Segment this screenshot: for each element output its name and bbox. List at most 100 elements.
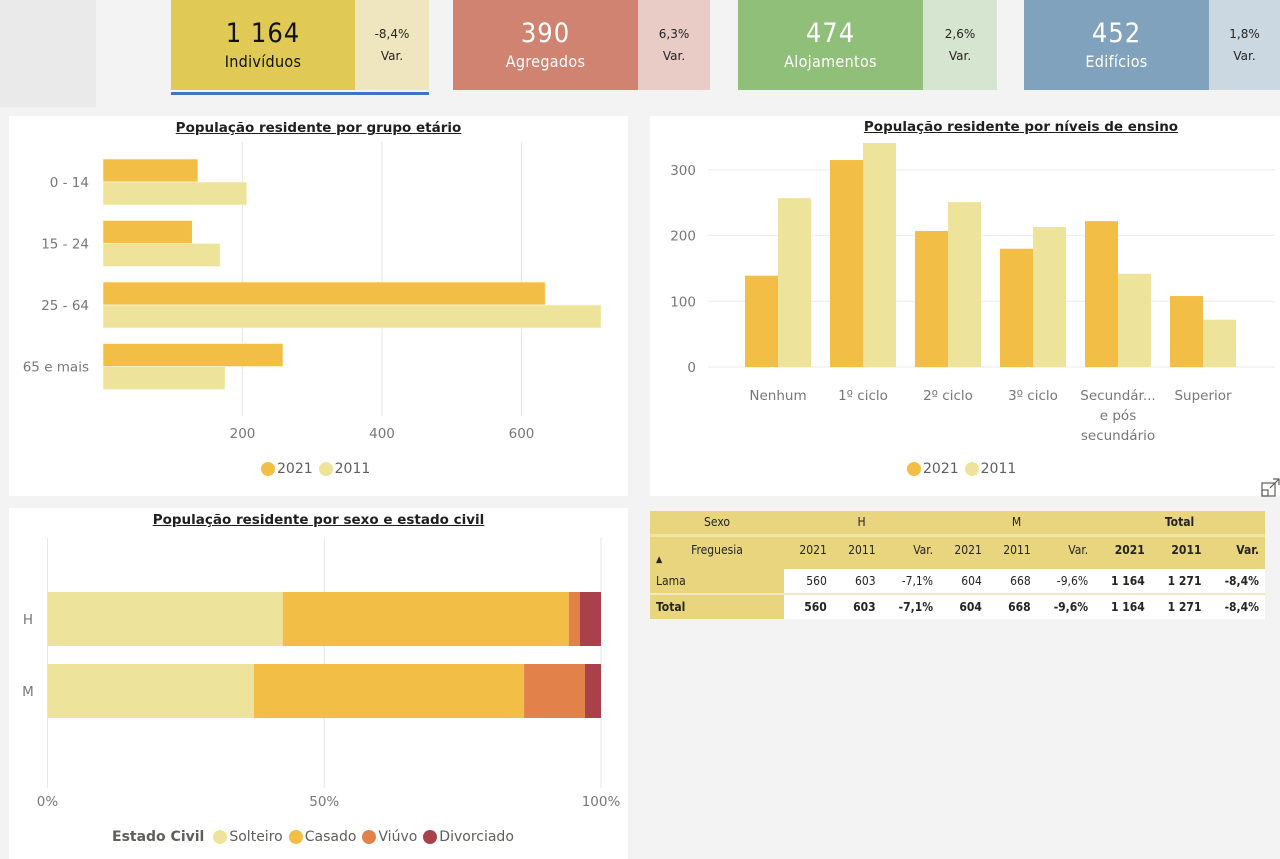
x-tick-label: 100% xyxy=(582,794,621,810)
x-tick-label: 400 xyxy=(369,426,395,442)
col-header[interactable]: Var. xyxy=(881,535,940,569)
kpi-var-pct: 2,6% xyxy=(944,27,976,41)
cell: -8,4% xyxy=(1207,593,1265,619)
legend-item-divorciado[interactable]: Divorciado xyxy=(423,829,514,845)
cell: -7,1% xyxy=(881,569,940,594)
bar-viúvo[interactable] xyxy=(568,592,580,646)
bar-2011[interactable] xyxy=(102,181,247,206)
legend-item-solteiro[interactable]: Solteiro xyxy=(213,829,283,845)
y-tick-label: 200 xyxy=(670,229,696,245)
focus-mode-icon[interactable] xyxy=(1261,478,1280,497)
kpi-var-label: Var. xyxy=(662,49,686,63)
legend-item-viuvo[interactable]: Viúvo xyxy=(362,829,417,845)
bar-2011[interactable] xyxy=(948,202,981,367)
kpi-label: Alojamentos xyxy=(784,52,877,71)
age-group-bar-chart: 200 400 600 0 - 14 15 - 24 25 - 64 65 e mais xyxy=(23,142,602,442)
chart-title: População residente por grupo etário xyxy=(175,120,462,136)
side-panel-placeholder xyxy=(0,0,96,107)
kpi-variation: -8,4% Var. xyxy=(355,0,429,90)
cell: 560 xyxy=(784,593,833,619)
cell: 1 271 xyxy=(1150,593,1208,619)
legend-title: Estado Civil xyxy=(112,829,205,845)
bar-2021[interactable] xyxy=(102,281,546,306)
bar-2021[interactable] xyxy=(102,343,284,367)
bar-viúvo[interactable] xyxy=(524,664,585,718)
bar-casado[interactable] xyxy=(282,592,569,646)
legend-label: Casado xyxy=(304,829,357,845)
bar-2011[interactable] xyxy=(102,243,221,267)
legend-item-casado[interactable]: Casado xyxy=(288,829,357,845)
bar-2011[interactable] xyxy=(1203,319,1236,367)
bar-2021[interactable] xyxy=(1085,221,1118,367)
sort-ascending-icon[interactable]: ▲ xyxy=(656,554,663,565)
cell: 604 xyxy=(939,593,988,619)
header-freguesia[interactable]: Freguesia ▲ xyxy=(650,535,784,569)
legend-item-2021[interactable]: 2021 xyxy=(261,461,313,477)
x-tick-label: 50% xyxy=(309,794,339,810)
col-header[interactable]: 2021 xyxy=(939,535,988,569)
bar-solteiro[interactable] xyxy=(47,592,283,646)
kpi-var-label: Var. xyxy=(948,49,972,63)
bar-2021[interactable] xyxy=(830,160,863,367)
cell: -9,6% xyxy=(1036,593,1095,619)
bar-2021[interactable] xyxy=(102,220,193,244)
kpi-card-agregados[interactable]: 390 Agregados 6,3% Var. xyxy=(453,0,710,90)
kpi-var-pct: 6,3% xyxy=(658,27,690,41)
marital-status-chart-panel[interactable]: População residente por sexo e estado ci… xyxy=(9,508,628,859)
cell: -8,4% xyxy=(1207,569,1265,594)
bar-casado[interactable] xyxy=(253,664,525,718)
bar-2021[interactable] xyxy=(745,275,778,367)
bar-divorciado[interactable] xyxy=(584,664,601,718)
legend-item-2011[interactable]: 2011 xyxy=(318,461,370,477)
cell: 1 164 xyxy=(1094,569,1151,594)
col-header[interactable]: Var. xyxy=(1207,535,1265,569)
kpi-value: 1 164 xyxy=(225,18,301,49)
bar-2021[interactable] xyxy=(915,231,948,367)
cell: 604 xyxy=(939,569,988,594)
bar-2021[interactable] xyxy=(102,158,199,183)
kpi-card-edificios[interactable]: 452 Edifícios 1,8% Var. xyxy=(1024,0,1280,90)
y-tick-label: 0 - 14 xyxy=(50,175,89,191)
bar-divorciado[interactable] xyxy=(579,592,601,646)
kpi-value: 452 xyxy=(1091,18,1142,49)
header-m: M xyxy=(939,511,1095,537)
bar-2021[interactable] xyxy=(1000,248,1033,367)
kpi-card-individuos[interactable]: 1 164 Indivíduos -8,4% Var. xyxy=(171,0,429,90)
legend-dot-icon xyxy=(362,830,377,844)
col-header[interactable]: 2021 xyxy=(1094,535,1151,569)
bar-2011[interactable] xyxy=(102,304,602,329)
selected-kpi-indicator xyxy=(171,92,429,95)
y-tick-label: 15 - 24 xyxy=(41,237,89,253)
col-header[interactable]: 2021 xyxy=(784,535,833,569)
bar-2011[interactable] xyxy=(778,198,811,367)
legend-dot-icon xyxy=(288,830,303,844)
kpi-var-pct: 1,8% xyxy=(1229,27,1260,41)
table-total-row[interactable]: Total 560 603 -7,1% 604 668 -9,6% 1 164 … xyxy=(650,593,1265,619)
header-sexo: Sexo xyxy=(650,511,784,537)
col-header[interactable]: 2011 xyxy=(832,535,882,569)
legend-item-2011[interactable]: 2011 xyxy=(964,461,1016,477)
col-header[interactable]: Var. xyxy=(1036,535,1095,569)
legend-item-2021[interactable]: 2021 xyxy=(907,461,959,477)
education-bar-chart: 0 100 200 300 Nenhum 1º ciclo 2º ciclo 3º ciclo… xyxy=(670,142,1275,444)
col-header[interactable]: 2011 xyxy=(987,535,1037,569)
kpi-card-alojamentos[interactable]: 474 Alojamentos 2,6% Var. xyxy=(738,0,997,90)
education-chart-panel[interactable]: População residente por níveis de ensino… xyxy=(650,116,1280,496)
legend-dot-icon xyxy=(261,462,275,476)
age-group-chart-panel[interactable]: População residente por grupo etário 200… xyxy=(9,116,628,496)
bar-2011[interactable] xyxy=(102,366,226,390)
table-row[interactable]: Lama 560 603 -7,1% 604 668 -9,6% 1 164 1… xyxy=(650,569,1265,594)
y-tick-label: 25 - 64 xyxy=(41,298,89,314)
kpi-label: Agregados xyxy=(505,52,586,71)
y-tick-label: 0 xyxy=(687,360,696,376)
bar-2021[interactable] xyxy=(1170,296,1203,367)
bar-2011[interactable] xyxy=(1033,227,1066,367)
y-tick-label: H xyxy=(23,612,33,628)
kpi-var-label: Var. xyxy=(1233,49,1256,63)
bar-2011[interactable] xyxy=(1118,273,1151,367)
bar-2011[interactable] xyxy=(863,142,896,367)
kpi-value: 390 xyxy=(520,18,571,49)
bar-solteiro[interactable] xyxy=(47,664,254,718)
col-header[interactable]: 2011 xyxy=(1150,535,1208,569)
header-freguesia-label: Freguesia xyxy=(691,542,743,557)
